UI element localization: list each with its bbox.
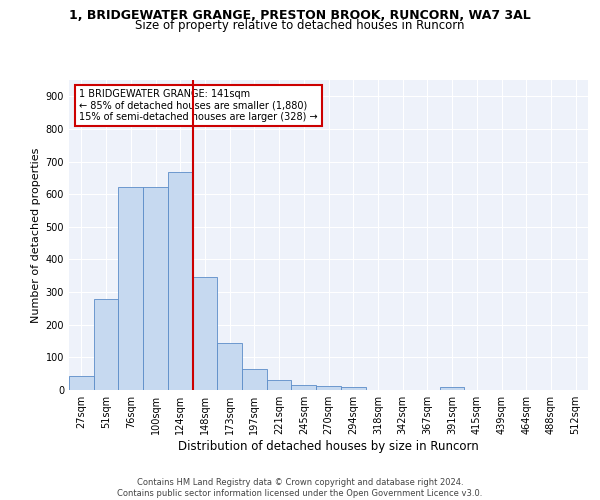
Y-axis label: Number of detached properties: Number of detached properties xyxy=(31,148,41,322)
Text: 1 BRIDGEWATER GRANGE: 141sqm
← 85% of detached houses are smaller (1,880)
15% of: 1 BRIDGEWATER GRANGE: 141sqm ← 85% of de… xyxy=(79,90,318,122)
Bar xyxy=(168,172,193,390)
Text: 1, BRIDGEWATER GRANGE, PRESTON BROOK, RUNCORN, WA7 3AL: 1, BRIDGEWATER GRANGE, PRESTON BROOK, RU… xyxy=(69,9,531,22)
Bar xyxy=(267,380,292,390)
Bar xyxy=(69,376,94,390)
Bar xyxy=(242,369,267,390)
Bar xyxy=(217,342,242,390)
Bar xyxy=(118,187,143,390)
Bar xyxy=(193,278,217,390)
Bar xyxy=(440,386,464,390)
Bar xyxy=(94,300,118,390)
Bar xyxy=(341,386,365,390)
Bar xyxy=(292,386,316,390)
Text: Contains HM Land Registry data © Crown copyright and database right 2024.
Contai: Contains HM Land Registry data © Crown c… xyxy=(118,478,482,498)
Text: Size of property relative to detached houses in Runcorn: Size of property relative to detached ho… xyxy=(135,19,465,32)
Bar xyxy=(143,187,168,390)
X-axis label: Distribution of detached houses by size in Runcorn: Distribution of detached houses by size … xyxy=(178,440,479,453)
Bar xyxy=(316,386,341,390)
